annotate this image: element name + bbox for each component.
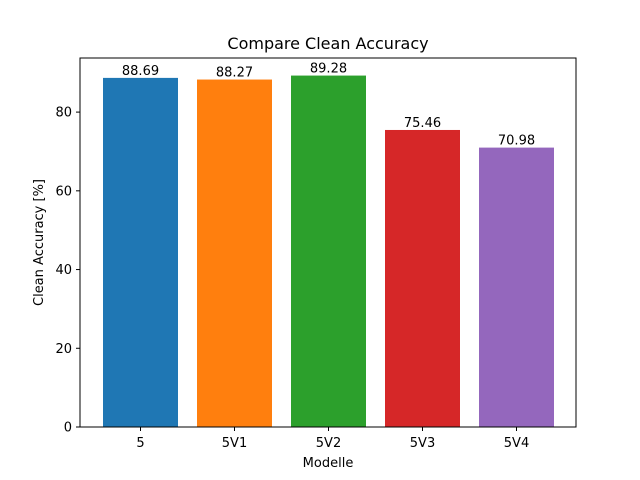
bar-5v2 bbox=[291, 75, 366, 428]
bars-group bbox=[103, 75, 554, 428]
bar-value-label: 70.98 bbox=[498, 134, 535, 149]
bar-value-label: 89.28 bbox=[310, 62, 347, 77]
x-tick-label: 5V3 bbox=[410, 436, 435, 451]
bar-value-label: 75.46 bbox=[404, 116, 441, 131]
bar-5 bbox=[103, 77, 178, 428]
x-axis-label: Modelle bbox=[303, 456, 354, 471]
y-tick-label: 80 bbox=[55, 106, 72, 121]
bar-value-label: 88.69 bbox=[122, 64, 159, 79]
x-tick-label: 5 bbox=[136, 436, 144, 451]
value-labels-group: 88.69 88.27 89.28 75.46 70.98 bbox=[122, 62, 535, 149]
x-axis: 5 5V1 5V2 5V3 5V4 bbox=[136, 427, 529, 451]
y-tick-label: 60 bbox=[55, 184, 72, 199]
x-tick-label: 5V4 bbox=[504, 436, 529, 451]
bar-5v4 bbox=[479, 147, 554, 427]
y-tick-label: 20 bbox=[55, 342, 72, 357]
bar-value-label: 88.27 bbox=[216, 66, 253, 81]
y-axis: 0 20 40 60 80 bbox=[55, 106, 80, 436]
x-tick-label: 5V2 bbox=[316, 436, 341, 451]
bar-5v3 bbox=[385, 129, 460, 427]
chart-title: Compare Clean Accuracy bbox=[227, 34, 428, 53]
x-tick-label: 5V1 bbox=[222, 436, 247, 451]
bar-5v1 bbox=[197, 79, 272, 427]
y-tick-label: 40 bbox=[55, 263, 72, 278]
y-axis-label: Clean Accuracy [%] bbox=[32, 179, 47, 306]
y-tick-label: 0 bbox=[64, 421, 72, 436]
